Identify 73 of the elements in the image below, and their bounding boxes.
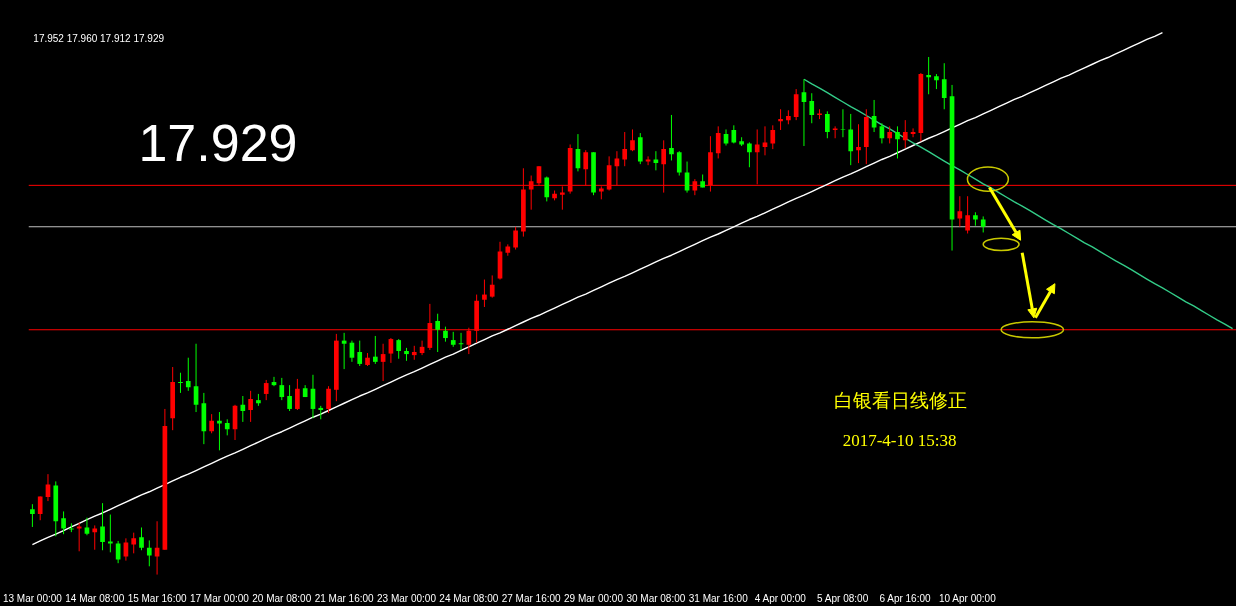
candlestick [107,514,113,553]
candlestick [372,335,378,365]
x-tick-label: 29 Mar 00:00 [564,592,624,604]
x-tick-label: 5 Apr 08:00 [817,592,869,604]
candlestick [622,131,628,167]
candlestick [489,274,495,299]
candlestick [762,125,768,156]
candlestick [396,338,402,360]
candlestick [84,517,90,536]
x-tick-label: 13 Mar 00:00 [2,592,63,604]
candlestick [715,125,721,159]
candlestick [326,385,331,414]
candlestick [856,123,861,164]
candlestick [287,384,292,412]
candlestick [778,108,783,131]
x-tick-label: 23 Mar 00:00 [377,592,437,604]
candlestick [37,495,43,521]
candlestick [676,150,682,177]
x-tick-label: 21 Mar 16:00 [314,592,375,604]
candlestick [653,150,659,171]
candlestick [544,176,550,202]
x-tick-label: 10 Apr 00:00 [938,592,997,604]
annotation: 2017-4-10 15:38 [842,430,957,450]
candlestick [902,119,908,149]
x-tick-label: 27 Mar 16:00 [501,592,562,604]
x-tick-label: 4 Apr 00:00 [754,592,807,604]
candlestick [669,114,674,162]
candlestick [131,532,137,554]
candlestick [185,357,191,392]
x-tick-label: 17 Mar 00:00 [189,592,250,604]
candlestick [482,279,487,308]
candlestick [832,125,838,139]
candlestick [957,195,963,228]
x-tick-label: 6 Apr 16:00 [879,592,932,604]
x-tick-label: 15 Mar 16:00 [127,592,187,604]
x-tick-label: 14 Mar 08:00 [65,592,125,604]
candlestick [926,56,931,95]
candlestick [809,92,815,124]
candlestick [263,379,269,401]
candlestick [513,226,518,251]
candlestick [965,195,970,234]
candlestick [895,125,900,159]
candlestick [178,372,183,394]
candlestick [848,113,854,166]
candlestick [630,128,635,152]
x-tick-label: 20 Mar 08:00 [252,592,312,604]
candlestick [279,377,285,401]
candlestick [100,502,105,551]
candlestick [825,110,830,139]
candlestick [209,413,214,434]
candlestick [941,62,947,110]
x-tick-label: 31 Mar 16:00 [688,592,749,604]
x-tick-label: 24 Mar 08:00 [439,592,499,604]
candlestick [76,522,82,552]
annotation: 白银看日线修正 [834,389,968,412]
candlestick [248,390,253,423]
x-tick-label: 30 Mar 08:00 [626,592,686,604]
candlestick [435,313,440,353]
candlestick [240,395,246,423]
text: 17.952 17.960 17.912 17.929 [33,32,165,44]
candlestick [793,88,799,121]
candlestick [645,155,651,166]
candlestick [731,124,737,144]
candlestick [747,141,752,168]
candlestick [295,378,300,411]
annotation: 17.929 [138,114,298,173]
candlestick [146,539,152,567]
candlestick [139,526,144,551]
candlestick [61,510,66,535]
candlestick [30,503,35,528]
candlestick [840,108,846,138]
candlestick [357,340,363,367]
candlestick [770,124,776,150]
